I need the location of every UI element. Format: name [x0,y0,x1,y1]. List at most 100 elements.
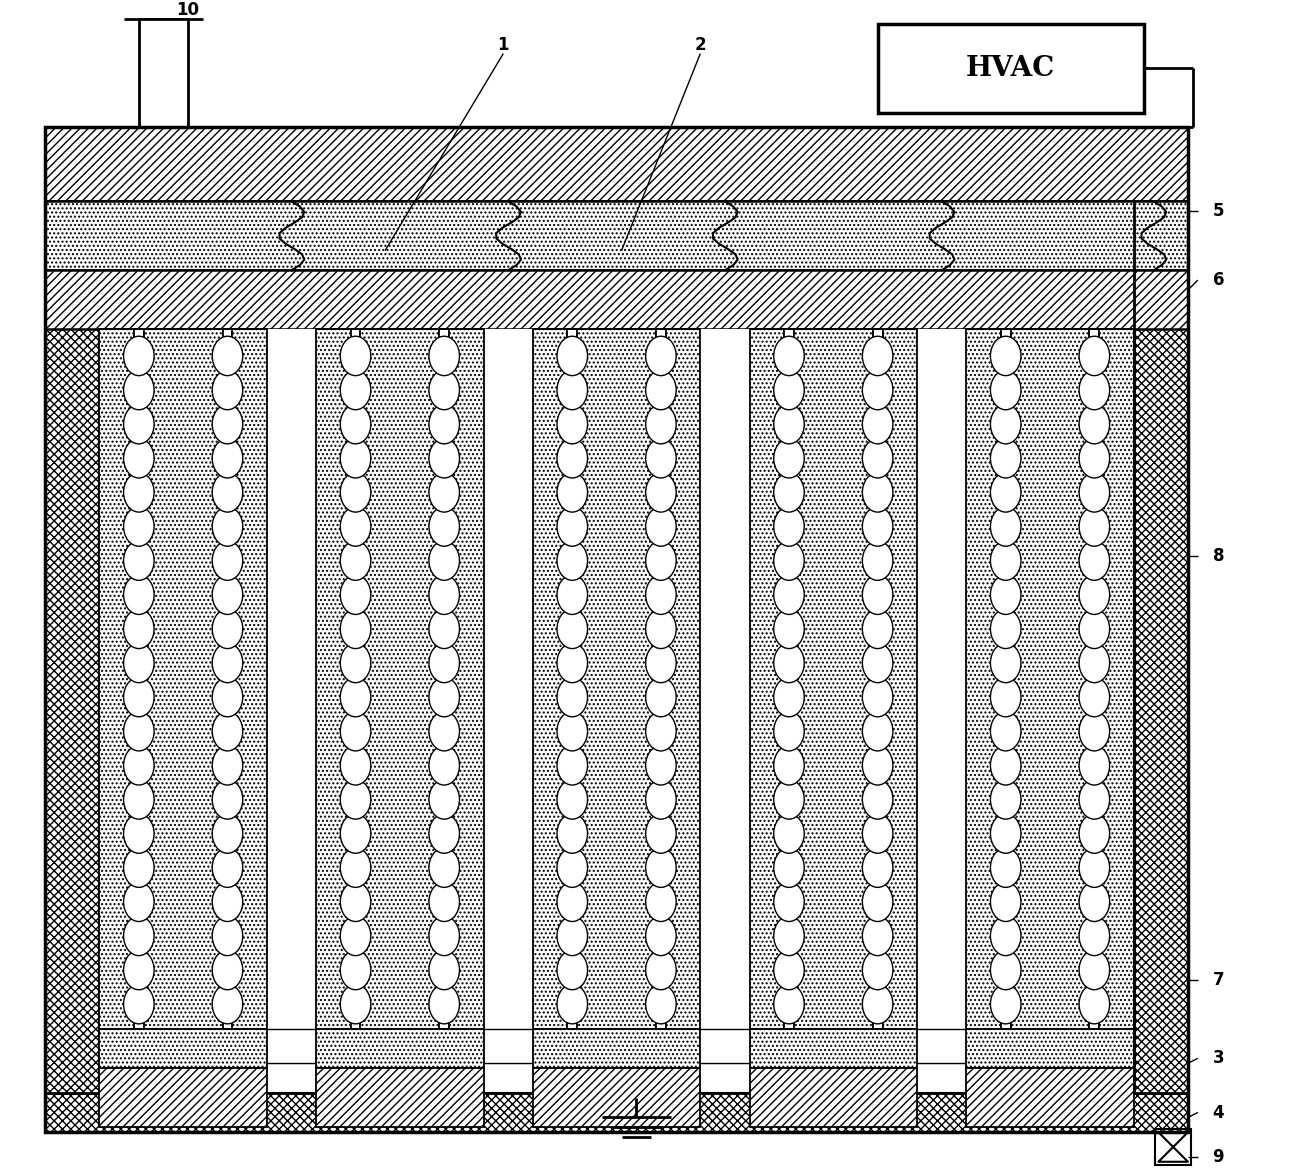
Ellipse shape [340,473,371,512]
Ellipse shape [213,882,243,922]
Ellipse shape [558,404,588,444]
Bar [100,1063,1134,1093]
Ellipse shape [1078,541,1110,580]
Ellipse shape [1078,644,1110,682]
Ellipse shape [123,848,154,888]
Ellipse shape [429,507,459,547]
Ellipse shape [123,404,154,444]
Ellipse shape [991,711,1021,751]
Ellipse shape [558,336,588,376]
Ellipse shape [123,575,154,614]
Ellipse shape [862,848,893,888]
Ellipse shape [340,882,371,922]
Bar [967,1029,1134,1069]
Ellipse shape [774,438,804,478]
Ellipse shape [340,677,371,717]
Ellipse shape [1078,507,1110,547]
Text: 5: 5 [1212,202,1224,221]
Ellipse shape [1078,985,1110,1024]
Bar [316,329,350,1029]
Ellipse shape [862,575,893,614]
Ellipse shape [862,985,893,1024]
Bar [1156,1129,1191,1164]
Ellipse shape [429,438,459,478]
Ellipse shape [774,541,804,580]
Ellipse shape [340,541,371,580]
Ellipse shape [1078,882,1110,922]
Bar [45,201,1187,270]
Ellipse shape [558,507,588,547]
Text: 10: 10 [177,1,199,19]
Ellipse shape [340,985,371,1024]
Bar [701,329,749,1029]
Ellipse shape [1078,438,1110,478]
Ellipse shape [774,507,804,547]
Ellipse shape [774,644,804,682]
Bar [316,1069,484,1127]
Ellipse shape [123,814,154,854]
Bar [577,329,656,1029]
Ellipse shape [646,677,676,717]
Ellipse shape [558,610,588,648]
Ellipse shape [123,985,154,1024]
Ellipse shape [213,711,243,751]
Ellipse shape [646,780,676,819]
Bar [1001,329,1010,1029]
Ellipse shape [429,473,459,512]
Ellipse shape [558,780,588,819]
Ellipse shape [991,370,1021,410]
Ellipse shape [862,814,893,854]
Ellipse shape [123,541,154,580]
Ellipse shape [646,336,676,376]
Ellipse shape [340,610,371,648]
Ellipse shape [340,370,371,410]
Ellipse shape [862,473,893,512]
Ellipse shape [862,882,893,922]
Ellipse shape [862,610,893,648]
Ellipse shape [774,404,804,444]
Bar [45,127,1187,1132]
Ellipse shape [774,575,804,614]
Ellipse shape [991,644,1021,682]
Bar [967,329,1001,1029]
Ellipse shape [340,951,371,989]
Ellipse shape [991,985,1021,1024]
Ellipse shape [429,541,459,580]
Ellipse shape [558,473,588,512]
Bar [440,329,449,1029]
Ellipse shape [213,644,243,682]
Ellipse shape [558,541,588,580]
Ellipse shape [862,916,893,955]
Bar [1089,329,1099,1029]
Text: 8: 8 [1212,547,1224,565]
Ellipse shape [429,780,459,819]
Bar [100,1029,266,1069]
Bar [45,1093,1187,1132]
Ellipse shape [991,438,1021,478]
Ellipse shape [646,507,676,547]
Ellipse shape [213,575,243,614]
Bar [45,127,1187,201]
Ellipse shape [1078,404,1110,444]
Ellipse shape [1078,610,1110,648]
Ellipse shape [429,711,459,751]
Ellipse shape [213,610,243,648]
Ellipse shape [429,745,459,785]
Ellipse shape [123,610,154,648]
Ellipse shape [429,985,459,1024]
Ellipse shape [340,780,371,819]
Bar [100,1029,1134,1063]
Bar [484,329,533,1029]
Ellipse shape [558,575,588,614]
Text: 9: 9 [1212,1148,1224,1166]
Ellipse shape [123,745,154,785]
Bar [567,329,577,1029]
Bar [872,329,883,1029]
Bar [883,329,917,1029]
Ellipse shape [213,336,243,376]
Ellipse shape [1078,575,1110,614]
Ellipse shape [213,745,243,785]
Bar [134,329,144,1029]
Ellipse shape [213,473,243,512]
Ellipse shape [1078,336,1110,376]
